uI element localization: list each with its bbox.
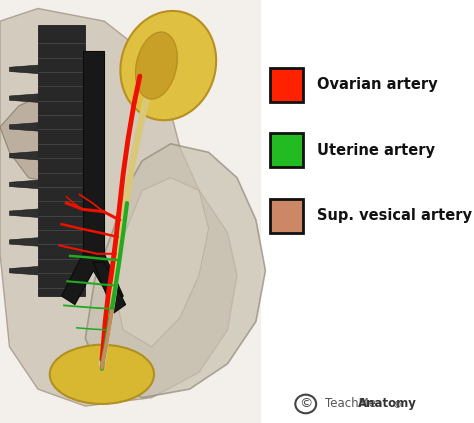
FancyBboxPatch shape — [270, 133, 303, 167]
Polygon shape — [9, 65, 38, 74]
Text: ®: ® — [392, 401, 401, 411]
FancyBboxPatch shape — [270, 68, 303, 102]
Text: Ovarian artery: Ovarian artery — [317, 77, 437, 92]
Polygon shape — [9, 180, 38, 189]
Polygon shape — [9, 94, 38, 102]
Polygon shape — [0, 93, 104, 186]
Polygon shape — [9, 266, 38, 275]
Polygon shape — [93, 262, 126, 313]
Text: Uterine artery: Uterine artery — [317, 143, 435, 158]
Polygon shape — [62, 254, 123, 305]
Text: ©: © — [299, 398, 312, 410]
Polygon shape — [9, 209, 38, 217]
Polygon shape — [0, 8, 237, 406]
Text: Anatomy: Anatomy — [358, 398, 417, 410]
FancyBboxPatch shape — [38, 25, 85, 296]
FancyBboxPatch shape — [270, 199, 303, 233]
Text: TeachMe: TeachMe — [325, 398, 376, 410]
Polygon shape — [85, 144, 265, 398]
Ellipse shape — [136, 32, 177, 99]
Ellipse shape — [120, 11, 216, 120]
Polygon shape — [0, 0, 261, 423]
Polygon shape — [9, 151, 38, 160]
Text: Sup. vesical artery: Sup. vesical artery — [317, 208, 472, 223]
Polygon shape — [114, 178, 209, 347]
Polygon shape — [9, 238, 38, 246]
Polygon shape — [9, 123, 38, 131]
FancyBboxPatch shape — [83, 51, 104, 262]
Ellipse shape — [50, 345, 154, 404]
